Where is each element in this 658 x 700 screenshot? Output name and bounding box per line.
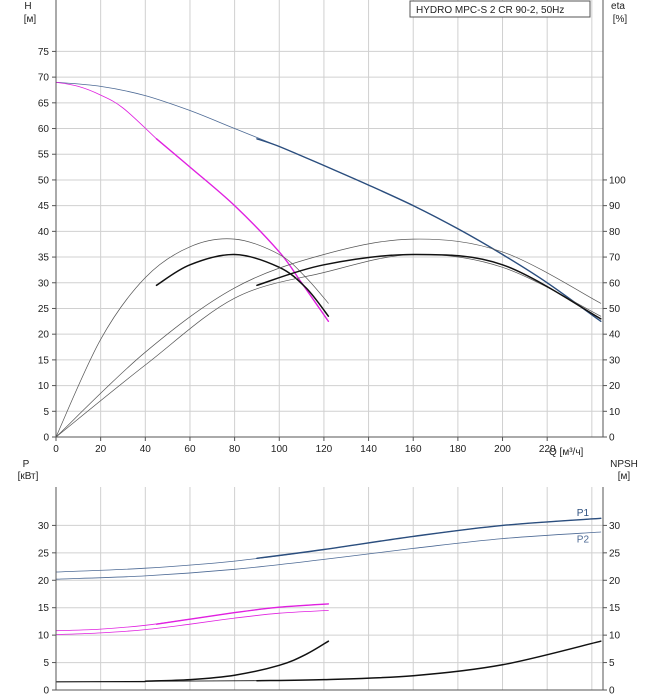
top-series-line-8: [256, 253, 602, 320]
bot-left-tick-label: 15: [38, 603, 50, 614]
series-label-p1: P1: [577, 508, 590, 519]
top-left-axis-unit: [м]: [24, 14, 37, 25]
top-right-tick-label: 70: [609, 253, 621, 264]
top-right-tick-label: 40: [609, 330, 621, 341]
bottom-right-axis-label: NPSH: [610, 459, 638, 470]
top-right-axis-label: eta: [611, 1, 625, 12]
top-right-tick-label: 100: [609, 175, 626, 186]
top-series-line-1: [256, 138, 602, 322]
title-box-frame: [409, 0, 591, 18]
top-left-tick-label: 35: [38, 253, 50, 264]
top-series-line-3: [155, 138, 330, 322]
power-npsh-axes: 0 5 10 15 20 25 30 0 5 10 15 20 25 30: [38, 487, 621, 697]
top-left-tick-label: 30: [38, 278, 50, 289]
top-x-tick-label: 0: [53, 444, 59, 455]
top-left-tick-label: 25: [38, 304, 50, 315]
top-right-tick-label: 20: [609, 381, 621, 392]
bot-series-line-2: [55, 531, 602, 580]
top-right-tick-label: 60: [609, 278, 621, 289]
bot-left-tick-label: 0: [43, 686, 49, 697]
bot-right-tick-label: 10: [609, 631, 621, 642]
top-x-tick-label: 220: [539, 444, 556, 455]
top-right-tick-label: 10: [609, 407, 621, 418]
series-label-p2: P2: [577, 535, 590, 546]
top-left-tick-label: 65: [38, 98, 50, 109]
head-efficiency-curves: [55, 81, 602, 438]
top-series-line-2: [55, 81, 157, 140]
bot-right-tick-label: 20: [609, 576, 621, 587]
bot-series-line-5: [55, 610, 329, 635]
bot-right-tick-label: 25: [609, 548, 621, 559]
top-x-tick-label: 140: [360, 444, 377, 455]
bot-series-line-9: [256, 640, 602, 682]
bot-left-tick-label: 30: [38, 521, 50, 532]
top-left-tick-label: 15: [38, 355, 50, 366]
top-right-axis-unit: [%]: [613, 14, 628, 25]
head-efficiency-grid: [55, 0, 603, 437]
top-x-tick-label: 200: [494, 444, 511, 455]
power-npsh-grid: [55, 487, 603, 690]
top-series-line-4: [55, 238, 329, 438]
top-left-axis-label: H: [24, 1, 31, 12]
top-right-tick-label: 80: [609, 227, 621, 238]
title-box: HYDRO MPC-S 2 CR 90-2, 50Hz: [409, 0, 591, 18]
top-right-tick-label: 30: [609, 355, 621, 366]
bot-left-tick-label: 25: [38, 548, 50, 559]
top-left-tick-label: 0: [43, 433, 49, 444]
top-right-tick-label: 0: [609, 433, 615, 444]
top-left-tick-label: 60: [38, 124, 50, 135]
top-right-tick-label: 50: [609, 304, 621, 315]
top-left-tick-label: 45: [38, 201, 50, 212]
top-x-tick-label: 40: [140, 444, 152, 455]
top-left-tick-label: 75: [38, 47, 50, 58]
top-left-tick-label: 70: [38, 73, 50, 84]
bot-right-tick-label: 0: [609, 686, 615, 697]
top-series-line-7: [55, 254, 602, 438]
top-left-tick-label: 55: [38, 150, 50, 161]
top-right-tick-label: 90: [609, 201, 621, 212]
bottom-left-axis-label: P: [23, 459, 30, 470]
bot-right-tick-label: 5: [609, 658, 615, 669]
bot-right-tick-label: 15: [609, 603, 621, 614]
top-x-tick-label: 100: [271, 444, 288, 455]
top-x-tick-label: 80: [229, 444, 241, 455]
top-x-tick-label: 160: [405, 444, 422, 455]
top-left-tick-label: 20: [38, 330, 50, 341]
top-x-axis-label: Q [м³/ч]: [549, 447, 584, 458]
top-x-tick-label: 180: [450, 444, 467, 455]
power-npsh-curves: P1 P2: [55, 508, 602, 683]
bot-right-tick-label: 30: [609, 521, 621, 532]
bot-left-tick-label: 10: [38, 631, 50, 642]
bot-series-line-0: [55, 517, 602, 573]
bot-series-line-1: [256, 517, 602, 559]
bottom-left-axis-unit: [кВт]: [18, 471, 39, 482]
top-x-tick-label: 60: [184, 444, 196, 455]
top-series-line-5: [155, 253, 330, 317]
bot-series-line-4: [155, 603, 330, 625]
top-left-tick-label: 5: [43, 407, 49, 418]
top-x-tick-label: 120: [316, 444, 333, 455]
top-x-tick-label: 20: [95, 444, 107, 455]
top-left-tick-label: 10: [38, 381, 50, 392]
top-left-tick-label: 50: [38, 175, 50, 186]
top-left-tick-label: 40: [38, 227, 50, 238]
bot-series-line-8: [55, 680, 258, 683]
bot-left-tick-label: 5: [43, 658, 49, 669]
bot-series-line-7: [144, 640, 330, 682]
head-efficiency-axes: 0 5 10 15 20 25 30 35 40 45 50 55 60 65 70 75 0 10 20 30 40 5…: [38, 0, 626, 455]
bot-left-tick-label: 20: [38, 576, 50, 587]
title-box-text: HYDRO MPC-S 2 CR 90-2, 50Hz: [416, 5, 564, 16]
top-series-line-6: [55, 238, 602, 438]
bottom-right-axis-unit: [м]: [618, 471, 631, 482]
